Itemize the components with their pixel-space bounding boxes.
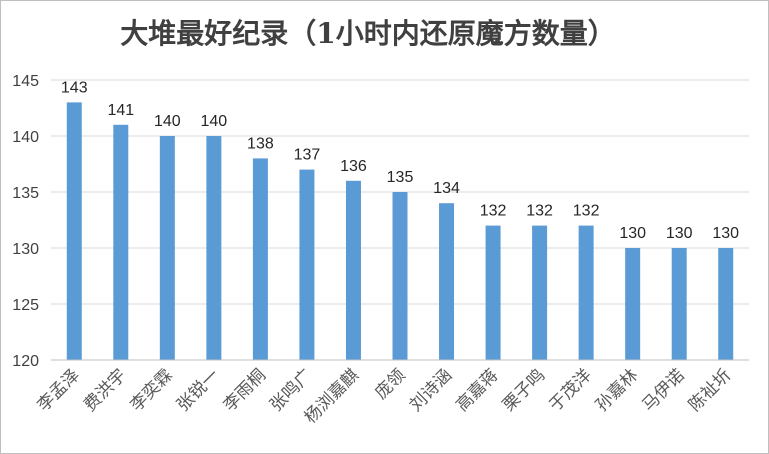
data-label: 141: [107, 102, 134, 119]
data-label: 136: [340, 158, 367, 175]
bar-8: [392, 192, 408, 360]
category-label: 费洪宇: [80, 365, 130, 415]
data-label: 137: [294, 147, 321, 164]
y-tick-label: 135: [12, 185, 39, 202]
data-label: 140: [201, 113, 228, 130]
bar-10: [485, 225, 501, 360]
data-label: 132: [526, 203, 553, 220]
category-label: 陈祉圻: [685, 365, 735, 415]
data-label: 130: [712, 225, 739, 242]
category-label: 张锐一: [173, 365, 223, 415]
data-label: 138: [247, 135, 274, 152]
bar-15: [718, 248, 734, 360]
data-label: 132: [573, 203, 600, 220]
bar-13: [625, 248, 641, 360]
bar-1: [66, 102, 82, 361]
category-label: 李雨桐: [220, 365, 270, 415]
category-label: 李奕霖: [127, 365, 177, 415]
category-label: 刘诗涵: [406, 365, 456, 415]
y-tick-label: 125: [12, 297, 39, 314]
bar-7: [345, 180, 361, 360]
bar-3: [159, 136, 175, 360]
data-label: 134: [433, 180, 460, 197]
category-label: 庞领: [371, 365, 409, 403]
category-label: 于茂洋: [545, 365, 595, 415]
bar-6: [299, 169, 315, 360]
bar-14: [671, 248, 687, 360]
y-tick-label: 140: [12, 129, 39, 146]
data-labels: 143 141 140 140 138 137 136 135 134 132 132 132 130 1…: [61, 79, 739, 242]
data-label: 130: [666, 225, 693, 242]
category-label: 高嘉蒋: [452, 365, 502, 415]
bars: [66, 102, 734, 361]
data-label: 130: [619, 225, 646, 242]
category-label: 李孟泽: [34, 365, 84, 415]
bar-11: [532, 225, 548, 360]
y-tick-label: 130: [12, 241, 39, 258]
bar-12: [578, 225, 594, 360]
y-axis: 120 125 130 135 140 145: [12, 73, 39, 370]
data-label: 135: [387, 169, 414, 186]
bar-4: [206, 136, 222, 360]
category-label: 孙嘉林: [592, 365, 642, 415]
data-label: 140: [154, 113, 181, 130]
data-label: 132: [480, 203, 507, 220]
bar-5: [252, 158, 268, 360]
bar-2: [113, 124, 129, 360]
category-label: 栗子鸣: [499, 365, 549, 415]
y-tick-label: 120: [12, 353, 39, 370]
bar-9: [439, 203, 455, 360]
data-label: 143: [61, 79, 88, 96]
category-label: 马伊诺: [639, 365, 689, 415]
chart-title: 大堆最好纪录（1小时内还原魔方数量）: [120, 17, 616, 50]
y-tick-label: 145: [12, 73, 39, 90]
